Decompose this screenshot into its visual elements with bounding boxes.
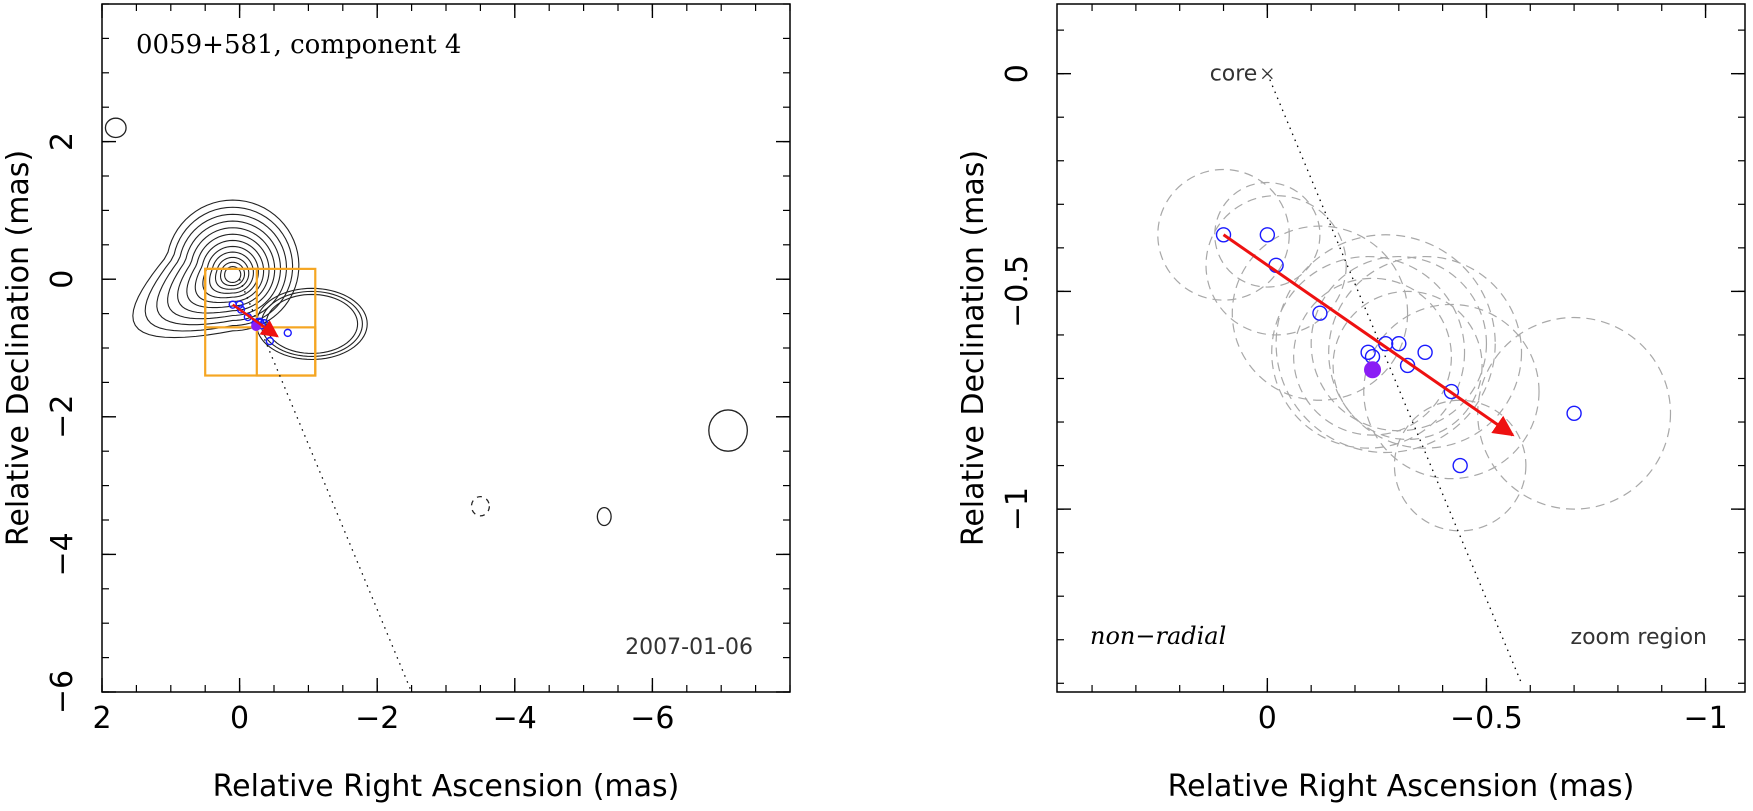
component-position-point <box>265 336 275 346</box>
y-tick-label: 2 <box>45 132 80 151</box>
right-core-label: core <box>1210 62 1258 87</box>
y-tick-label: −1 <box>1000 487 1035 531</box>
intensity-contour <box>219 261 246 287</box>
y-tick-label: −4 <box>45 532 80 576</box>
zoom-region-box <box>204 267 258 329</box>
x-tick-label: 2 <box>92 701 111 736</box>
jet-extension-contour <box>255 287 368 361</box>
current-epoch-point <box>1364 361 1382 379</box>
intensity-contour <box>167 220 282 320</box>
isolated-contour <box>708 409 748 452</box>
radial-trajectory-line <box>239 278 413 692</box>
left-tick-labels: 2 0 −2 −4 −6 2 0 −2 −4 −6 <box>45 132 675 736</box>
component-fit-circle <box>1214 181 1321 288</box>
left-y-axis-label: Relative Declination (mas) <box>1 150 36 546</box>
core-cross-stroke <box>1261 68 1273 80</box>
component-position-point <box>1566 405 1582 422</box>
right-panel: 0 −0.5 −1 0 −0.5 −1 core non−radial zoom regi… <box>956 3 1746 804</box>
left-points <box>228 300 292 346</box>
component-position-point <box>1452 457 1468 474</box>
intensity-contour <box>132 199 300 339</box>
left-panel: 2 0 −2 −4 −6 2 0 −2 −4 −6 0059+581, component 4 2… <box>1 3 791 804</box>
right-region-label: zoom region <box>1571 625 1707 650</box>
intensity-contour <box>177 227 276 314</box>
component-fit-circle <box>1271 255 1466 449</box>
left-trajectory <box>239 278 413 692</box>
isolated-contour <box>470 495 490 517</box>
right-points <box>1215 227 1582 474</box>
component-position-point <box>1215 227 1232 243</box>
right-ticks <box>1057 4 1745 692</box>
intensity-contour <box>209 251 254 294</box>
zoom-region-box <box>255 326 317 377</box>
component-position-point <box>283 328 292 338</box>
jet-extension-contour <box>265 293 359 354</box>
component-position-point <box>1391 335 1407 352</box>
radial-trajectory-line <box>1266 73 1523 684</box>
y-tick-label: −0.5 <box>1000 255 1035 328</box>
intensity-contour <box>202 245 259 299</box>
component-position-point <box>1259 227 1276 243</box>
component-fit-circle <box>1477 316 1672 510</box>
right-motion-label: non−radial <box>1090 622 1226 650</box>
component-fit-circle <box>1363 303 1540 480</box>
right-fit-circles <box>1157 168 1672 532</box>
y-tick-label: −6 <box>45 670 80 714</box>
x-tick-label: −0.5 <box>1450 701 1523 736</box>
component-fit-circle <box>1310 255 1488 432</box>
right-core-cross-icon <box>1261 68 1273 80</box>
component-fit-circle <box>1332 290 1483 441</box>
component-position-point <box>1417 344 1433 361</box>
y-tick-label: −2 <box>45 395 80 439</box>
intensity-contour <box>186 233 270 309</box>
component-fit-circle <box>1275 234 1496 454</box>
right-tick-labels: 0 −0.5 −1 0 −0.5 −1 <box>1000 64 1728 736</box>
right-trajectory <box>1266 73 1523 684</box>
component-fit-circle <box>1157 168 1290 301</box>
x-tick-label: −1 <box>1683 701 1727 736</box>
x-tick-label: 0 <box>230 701 249 736</box>
intensity-contour <box>194 239 265 304</box>
intensity-contour <box>156 213 288 326</box>
y-tick-label: 0 <box>1000 64 1035 83</box>
component-fit-circle <box>1328 255 1523 449</box>
component-fit-circle <box>1393 399 1527 532</box>
left-zoom-boxes <box>204 267 317 377</box>
x-tick-label: −2 <box>355 701 399 736</box>
left-epoch-label: 2007-01-06 <box>625 635 753 660</box>
motion-vector-arrow <box>1222 233 1515 437</box>
right-x-axis-label: Relative Right Ascension (mas) <box>1168 769 1635 804</box>
jet-extension-contour <box>260 290 363 358</box>
intensity-contour <box>144 206 294 332</box>
right-plot-frame <box>1056 3 1746 693</box>
motion-vector-arrow <box>231 303 279 338</box>
left-title: 0059+581, component 4 <box>136 30 461 60</box>
right-y-axis-label: Relative Declination (mas) <box>956 150 991 546</box>
x-tick-label: −4 <box>493 701 537 736</box>
component-position-point <box>1443 383 1460 400</box>
isolated-contour <box>596 506 612 527</box>
component-fit-circle <box>1205 194 1347 336</box>
left-x-axis-label: Relative Right Ascension (mas) <box>213 769 680 804</box>
x-tick-label: −6 <box>630 701 674 736</box>
y-tick-label: 0 <box>45 270 80 289</box>
x-tick-label: 0 <box>1258 701 1277 736</box>
left-ticks <box>101 3 791 693</box>
component-fit-circle <box>1293 277 1452 436</box>
left-contours <box>104 117 748 527</box>
component-position-point <box>1312 305 1328 321</box>
component-position-point <box>1360 344 1376 361</box>
component-fit-circle <box>1231 225 1409 401</box>
isolated-contour <box>104 117 127 139</box>
intensity-contour <box>214 256 250 290</box>
